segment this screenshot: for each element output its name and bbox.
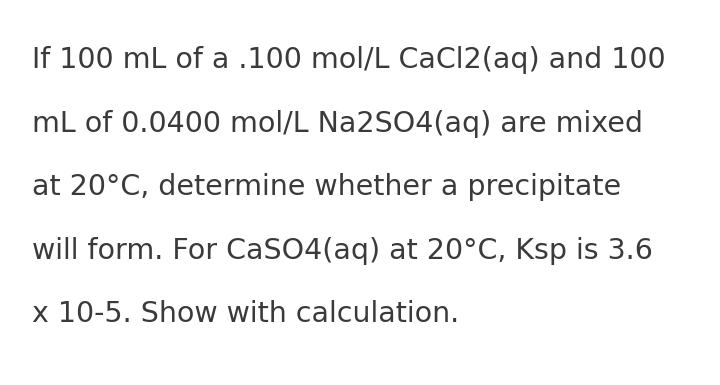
Text: at 20°C, determine whether a precipitate: at 20°C, determine whether a precipitate bbox=[32, 173, 621, 201]
Text: will form. For CaSO4(aq) at 20°C, Ksp is 3.6: will form. For CaSO4(aq) at 20°C, Ksp is… bbox=[32, 237, 653, 265]
Text: If 100 mL of a .100 mol/L CaCl2(aq) and 100: If 100 mL of a .100 mol/L CaCl2(aq) and … bbox=[32, 46, 666, 74]
Text: x 10-5. Show with calculation.: x 10-5. Show with calculation. bbox=[32, 300, 459, 328]
Text: mL of 0.0400 mol/L Na2SO4(aq) are mixed: mL of 0.0400 mol/L Na2SO4(aq) are mixed bbox=[32, 110, 644, 138]
